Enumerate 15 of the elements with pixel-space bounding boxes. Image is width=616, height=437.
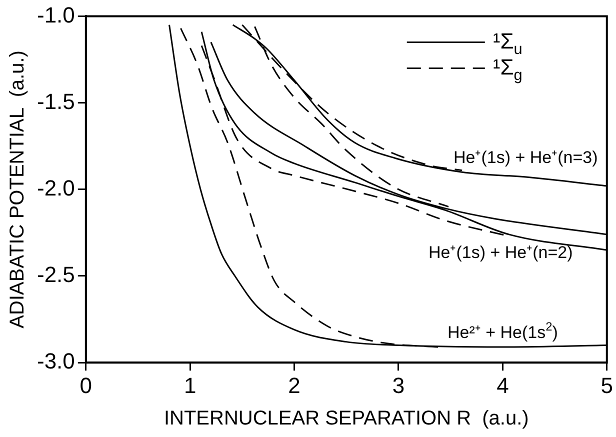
x-tick-label: 3: [392, 372, 405, 398]
x-tick-label: 1: [184, 372, 196, 398]
x-tick-label: 5: [600, 372, 614, 398]
y-tick-label: -1.0: [36, 2, 75, 28]
x-axis-title: INTERNUCLEAR SEPARATION R (a.u.): [164, 408, 529, 430]
y-tick-label: -1.5: [36, 88, 75, 114]
y-tick-label: -2.0: [36, 175, 75, 200]
annotation: He⁺(1s) + He⁺(n=2): [428, 243, 573, 262]
y-tick-label: -2.5: [36, 262, 75, 288]
x-tick-label: 0: [80, 372, 92, 398]
y-axis-title: ADIABATIC POTENTIAL (a.u.): [6, 50, 29, 328]
x-tick-label: 2: [288, 372, 300, 398]
x-tick-label: 4: [496, 372, 509, 398]
y-tick-label: -3.0: [36, 348, 75, 374]
annotation: He⁺(1s) + He⁺(n=3): [453, 148, 598, 167]
